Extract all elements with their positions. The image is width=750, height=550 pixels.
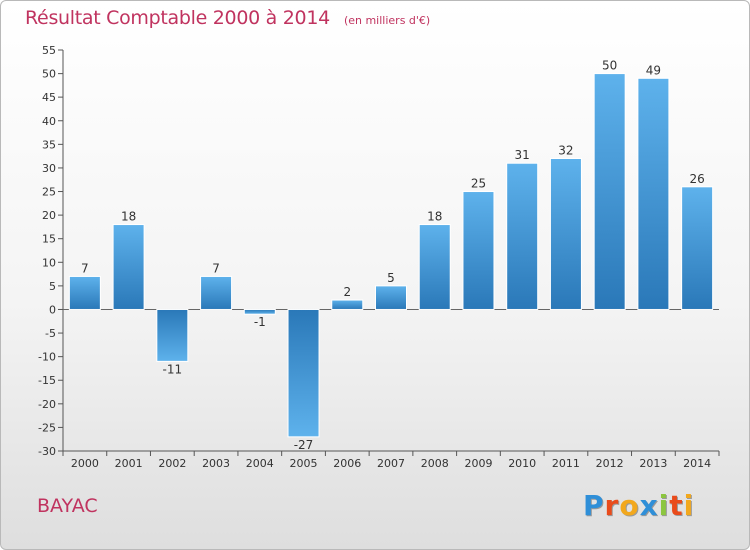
bar-value-label: -11 bbox=[163, 362, 183, 376]
bar bbox=[506, 162, 539, 310]
bar bbox=[112, 224, 145, 310]
y-tick-label: -30 bbox=[38, 445, 56, 458]
x-tick-label: 2001 bbox=[115, 457, 143, 470]
bar-value-label: 5 bbox=[387, 271, 395, 285]
bar bbox=[68, 275, 101, 310]
y-tick-label: -20 bbox=[38, 398, 56, 411]
bar-value-label: 50 bbox=[602, 59, 617, 73]
logo-letter: r bbox=[604, 489, 620, 522]
bar-value-label: 18 bbox=[121, 210, 136, 224]
x-tick-label: 2002 bbox=[158, 457, 186, 470]
x-tick-label: 2008 bbox=[421, 457, 449, 470]
x-tick-label: 2007 bbox=[377, 457, 405, 470]
y-tick-label: 45 bbox=[42, 91, 56, 104]
bar bbox=[331, 299, 364, 310]
y-tick-label: 40 bbox=[42, 115, 56, 128]
bar bbox=[462, 191, 495, 310]
bar bbox=[593, 73, 626, 310]
y-tick-label: 30 bbox=[42, 162, 56, 175]
y-tick-label: 5 bbox=[49, 280, 56, 293]
x-tick-label: 2009 bbox=[464, 457, 492, 470]
chart-unit-text: (en milliers d'€) bbox=[343, 14, 431, 27]
x-tick-label: 2013 bbox=[639, 457, 667, 470]
y-tick-label: -10 bbox=[38, 351, 56, 364]
bar-value-label: 7 bbox=[81, 261, 89, 275]
bar-value-label: 25 bbox=[471, 177, 486, 191]
logo-letter: x bbox=[639, 489, 659, 522]
bar-value-label: -1 bbox=[254, 315, 266, 329]
bar bbox=[243, 308, 276, 315]
bar-value-label: 2 bbox=[343, 285, 351, 299]
bar bbox=[418, 224, 451, 310]
y-tick-label: 35 bbox=[42, 138, 56, 151]
bar-value-label: 31 bbox=[515, 148, 530, 162]
x-tick-label: 2005 bbox=[290, 457, 318, 470]
logo-letter: t bbox=[669, 489, 684, 522]
logo-letter: i bbox=[658, 489, 670, 522]
x-tick-label: 2012 bbox=[596, 457, 624, 470]
y-tick-label: -25 bbox=[38, 421, 56, 434]
chart-title: Résultat Comptable 2000 à 2014 (en milli… bbox=[25, 7, 430, 29]
x-tick-label: 2010 bbox=[508, 457, 536, 470]
y-tick-label: 50 bbox=[42, 68, 56, 81]
bar-value-label: 32 bbox=[558, 144, 573, 158]
y-tick-label: 20 bbox=[42, 209, 56, 222]
x-tick-label: 2000 bbox=[71, 457, 99, 470]
y-tick-label: 25 bbox=[42, 186, 56, 199]
bar-value-label: 7 bbox=[212, 261, 220, 275]
y-tick-label: -15 bbox=[38, 374, 56, 387]
bar bbox=[200, 275, 233, 310]
logo-letter: P bbox=[583, 489, 605, 522]
commune-name: BAYAC bbox=[37, 495, 98, 517]
plot-area: -30-25-20-15-10-505101520253035404550552… bbox=[38, 44, 720, 470]
x-tick-label: 2006 bbox=[333, 457, 361, 470]
bar bbox=[287, 308, 320, 438]
bar bbox=[156, 308, 189, 362]
bar bbox=[637, 77, 670, 310]
bar bbox=[681, 186, 714, 310]
x-tick-label: 2014 bbox=[683, 457, 711, 470]
x-tick-label: 2011 bbox=[552, 457, 580, 470]
proxiti-logo: Proxiti bbox=[583, 489, 694, 522]
logo-letter: i bbox=[683, 489, 695, 522]
y-tick-label: 10 bbox=[42, 256, 56, 269]
x-tick-label: 2004 bbox=[246, 457, 274, 470]
x-tick-label: 2003 bbox=[202, 457, 230, 470]
bar-value-label: -27 bbox=[294, 438, 314, 452]
y-tick-label: 0 bbox=[49, 303, 56, 316]
bar bbox=[375, 285, 407, 310]
chart-title-text: Résultat Comptable 2000 à 2014 bbox=[25, 7, 330, 29]
bar-value-label: 26 bbox=[689, 172, 704, 186]
bar-value-label: 49 bbox=[646, 63, 661, 77]
y-tick-label: 55 bbox=[42, 44, 56, 57]
bar bbox=[549, 158, 582, 310]
y-tick-label: 15 bbox=[42, 233, 56, 246]
logo-letter: o bbox=[619, 489, 640, 522]
y-tick-label: -5 bbox=[45, 327, 56, 340]
bar-value-label: 18 bbox=[427, 210, 442, 224]
